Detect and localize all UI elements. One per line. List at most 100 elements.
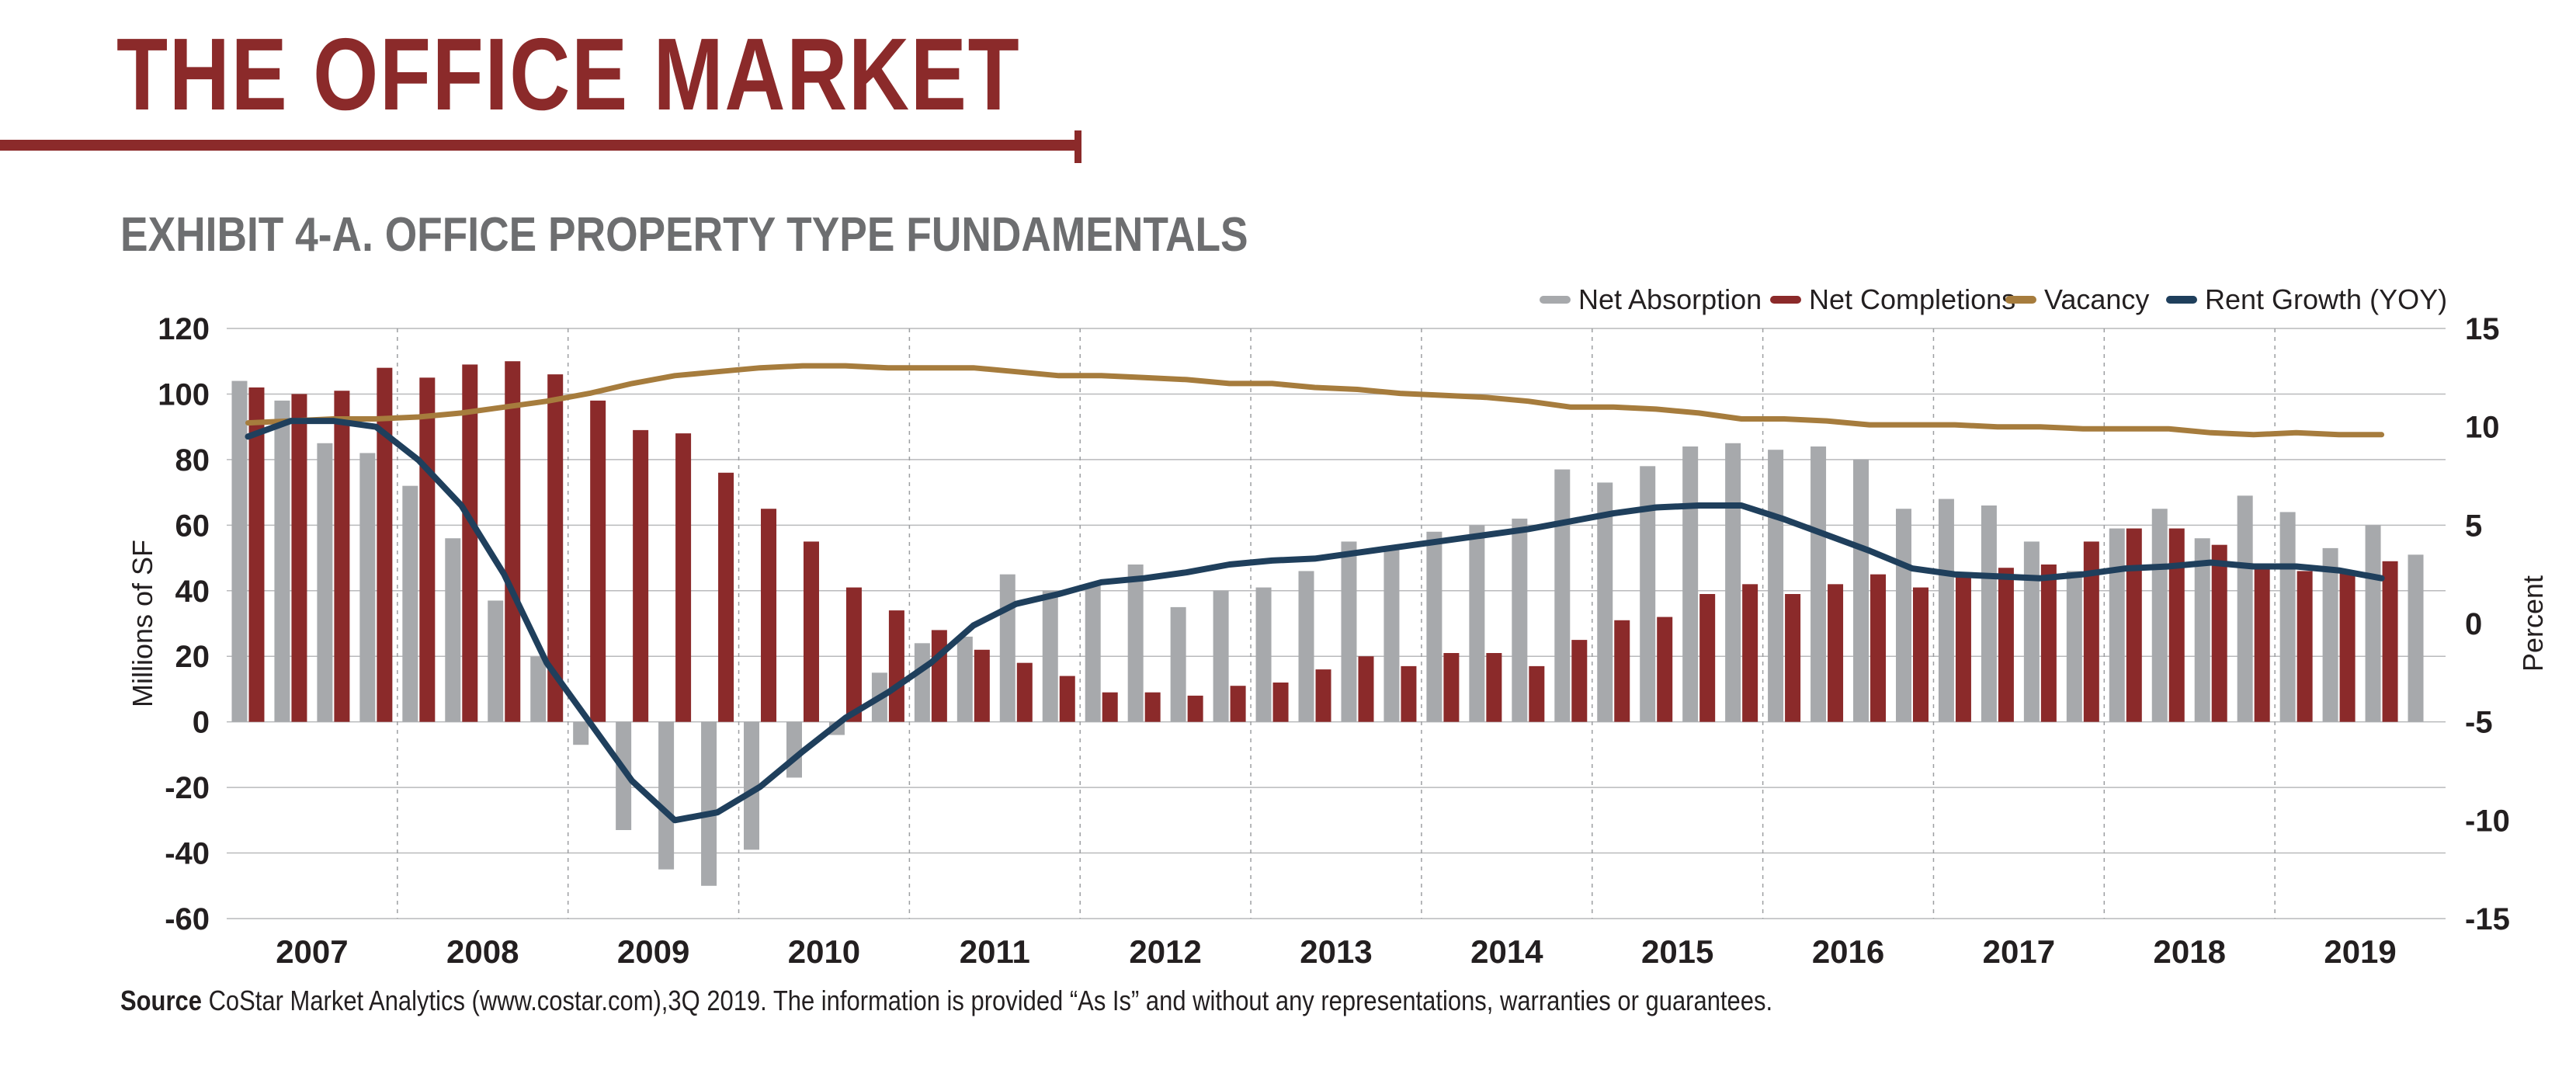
bar-net-absorption bbox=[1298, 571, 1314, 722]
y-tick-label: 0 bbox=[193, 706, 210, 740]
bar-net-completions bbox=[2168, 528, 2185, 722]
y-tick-label: 100 bbox=[158, 377, 210, 412]
bar-net-completions bbox=[1272, 683, 1289, 722]
y2-tick-label: 10 bbox=[2465, 411, 2500, 445]
bar-net-completions bbox=[931, 630, 947, 722]
bar-net-completions bbox=[1998, 568, 2014, 722]
bar-net-absorption bbox=[1725, 443, 1741, 722]
bar-net-completions bbox=[1486, 653, 1502, 722]
legend-label: Vacancy bbox=[2044, 283, 2149, 315]
x-tick-label: 2016 bbox=[1812, 933, 1884, 970]
y2-tick-label: -5 bbox=[2465, 706, 2493, 740]
y2-tick-label: 0 bbox=[2465, 607, 2482, 641]
bar-net-absorption bbox=[914, 643, 930, 722]
legend-net-completions: Net Completions bbox=[1770, 283, 2015, 315]
bar-net-completions bbox=[1870, 574, 1887, 722]
source-label: Source bbox=[120, 985, 202, 1016]
y-tick-label: 120 bbox=[158, 312, 210, 346]
bar-net-absorption bbox=[1597, 482, 1613, 722]
bar-net-completions bbox=[1785, 594, 1801, 722]
bar-net-absorption bbox=[1426, 531, 1442, 722]
bar-net-completions bbox=[2126, 528, 2142, 722]
x-tick-label: 2019 bbox=[2324, 933, 2396, 970]
axes: -60 -40 -20 0 20 40 60 80 100 120 -15 -10 -5 0 5 10 15 20… bbox=[127, 312, 2549, 970]
bar-net-completions bbox=[845, 587, 862, 722]
bar-net-absorption bbox=[2023, 541, 2040, 722]
y2-tick-label: -10 bbox=[2465, 804, 2510, 838]
bar-net-completions bbox=[2211, 544, 2227, 722]
bar-net-absorption bbox=[1085, 584, 1101, 722]
bar-net-absorption bbox=[2237, 495, 2253, 722]
x-tick-label: 2014 bbox=[1470, 933, 1543, 970]
source-text: CoStar Market Analytics (www.costar.com)… bbox=[208, 985, 1773, 1016]
bar-net-completions bbox=[505, 361, 521, 722]
line-rent-growth bbox=[245, 418, 2385, 824]
title-underline-endcap bbox=[1074, 130, 1081, 163]
y-tick-label: -40 bbox=[165, 837, 210, 871]
bar-net-absorption bbox=[1853, 459, 1870, 722]
bar-net-absorption bbox=[1895, 509, 1911, 722]
bar-net-completions bbox=[1742, 584, 1758, 722]
bar-net-absorption bbox=[1512, 518, 1528, 722]
bar-net-absorption bbox=[2194, 538, 2210, 722]
bar-net-completions bbox=[633, 429, 649, 722]
bar-net-completions bbox=[1699, 594, 1716, 722]
bar-net-absorption bbox=[359, 453, 376, 722]
bar-net-absorption bbox=[1255, 587, 1272, 722]
y-tick-label: -60 bbox=[165, 902, 210, 936]
bar-net-completions bbox=[1102, 692, 1118, 722]
bar-net-absorption bbox=[1170, 606, 1186, 722]
y-tick-label: -20 bbox=[165, 771, 210, 805]
x-tick-label: 2018 bbox=[2154, 933, 2226, 970]
bar-net-completions bbox=[590, 400, 606, 722]
bar-net-absorption bbox=[530, 656, 547, 722]
bar-net-completions bbox=[1955, 574, 1971, 722]
bar-net-completions bbox=[1059, 676, 1075, 722]
bar-net-absorption bbox=[1554, 469, 1571, 722]
bar-net-absorption bbox=[1042, 590, 1058, 722]
y-tick-label: 20 bbox=[175, 640, 210, 674]
exhibit-title: EXHIBIT 4-A. OFFICE PROPERTY TYPE FUNDAM… bbox=[120, 208, 1248, 262]
legend-rent-growth: Rent Growth (YOY) bbox=[2166, 283, 2447, 315]
bar-net-absorption bbox=[786, 721, 802, 778]
bar-net-completions bbox=[1614, 620, 1630, 722]
bar-net-absorption bbox=[573, 721, 589, 745]
bar-net-absorption bbox=[488, 600, 504, 722]
x-tick-label: 2009 bbox=[617, 933, 689, 970]
bar-net-absorption bbox=[2066, 571, 2082, 722]
bar-net-completions bbox=[2382, 561, 2398, 722]
bar-net-completions bbox=[2297, 571, 2313, 722]
x-tick-label: 2008 bbox=[446, 933, 519, 970]
y2-tick-label: 15 bbox=[2465, 312, 2500, 346]
legend-net-absorption: Net Absorption bbox=[1540, 283, 1762, 315]
bar-net-absorption bbox=[701, 721, 717, 886]
bar-net-completions bbox=[248, 387, 265, 722]
office-fundamentals-chart: -60 -40 -20 0 20 40 60 80 100 120 -15 -10 -5 0 5 10 15 20… bbox=[127, 283, 2549, 970]
bar-net-absorption bbox=[2279, 512, 2296, 722]
line-marks bbox=[245, 363, 2385, 824]
x-tick-label: 2017 bbox=[1983, 933, 2055, 970]
bar-net-completions bbox=[803, 541, 819, 722]
bar-net-completions bbox=[462, 364, 478, 722]
bar-net-absorption bbox=[2365, 525, 2381, 722]
bar-net-completions bbox=[2040, 565, 2057, 722]
bar-net-completions bbox=[2254, 565, 2270, 722]
bar-net-completions bbox=[419, 377, 436, 722]
bar-net-absorption bbox=[1682, 446, 1699, 722]
page-title: THE OFFICE MARKET bbox=[116, 17, 1021, 131]
bar-net-completions bbox=[1912, 587, 1929, 722]
y-tick-label: 40 bbox=[175, 575, 210, 609]
bar-net-absorption bbox=[1768, 450, 1784, 722]
bar-net-absorption bbox=[402, 485, 418, 722]
bar-net-absorption bbox=[1981, 505, 1997, 722]
bar-net-absorption bbox=[1810, 446, 1827, 722]
bar-net-completions bbox=[888, 610, 904, 722]
y-axis-title: Millions of SF bbox=[127, 540, 158, 707]
x-tick-label: 2015 bbox=[1641, 933, 1713, 970]
bar-net-completions bbox=[974, 649, 990, 722]
x-tick-label: 2012 bbox=[1129, 933, 1201, 970]
bar-net-completions bbox=[291, 394, 307, 722]
bar-net-absorption bbox=[1383, 547, 1400, 722]
y-tick-label: 60 bbox=[175, 509, 210, 543]
bar-net-completions bbox=[1443, 653, 1460, 722]
